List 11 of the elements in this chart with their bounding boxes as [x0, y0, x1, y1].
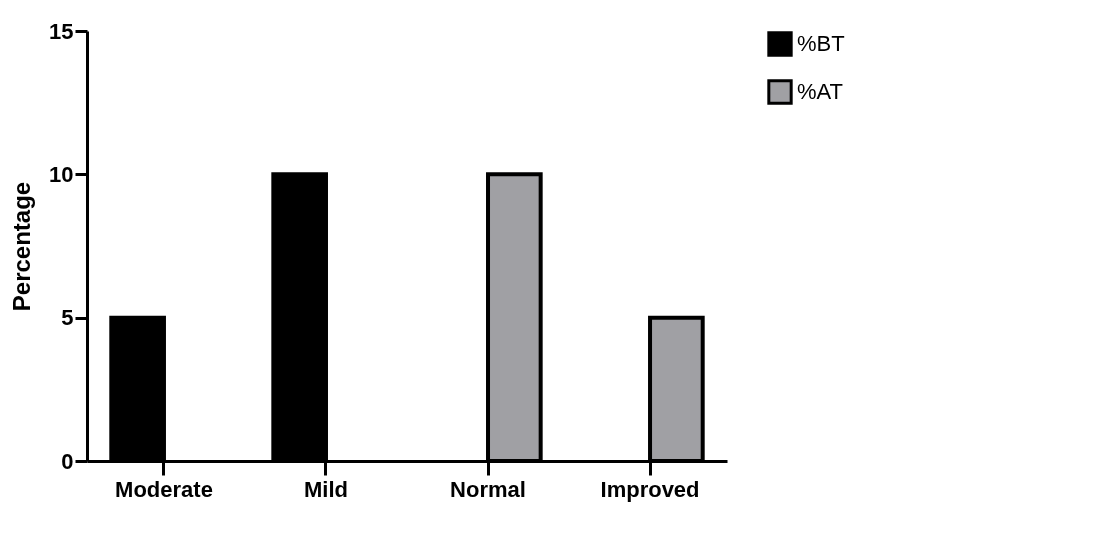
- y-tick-label: 5: [61, 305, 74, 331]
- x-tick-label: Normal: [450, 476, 526, 502]
- y-axis-title: Percentage: [8, 181, 36, 312]
- x-tick-label: Improved: [600, 476, 700, 502]
- y-tick-label: 10: [49, 161, 74, 187]
- y-tick-label: 0: [61, 448, 74, 474]
- x-tick-label: Mild: [303, 476, 348, 502]
- y-tick-label: 15: [49, 18, 74, 44]
- legend-label: %BT: [797, 31, 845, 56]
- x-tick-label: Moderate: [115, 476, 213, 502]
- legend-label: %AT: [797, 79, 844, 104]
